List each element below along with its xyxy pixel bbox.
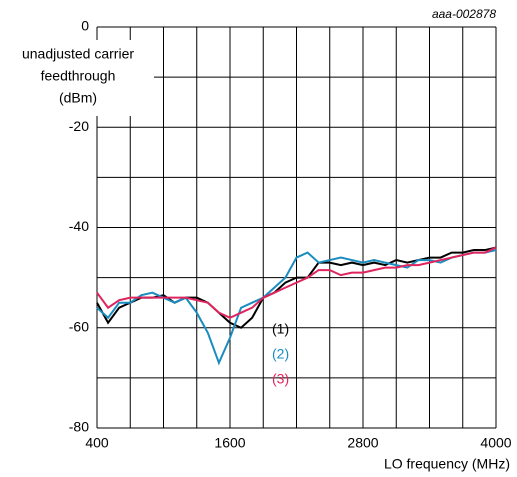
y-label-box [2,40,154,116]
x-tick-label: 400 [85,435,109,451]
x-tick-label: 2800 [347,435,378,451]
y-tick-label: -20 [69,118,89,134]
y-tick-label: -80 [69,419,89,435]
series-line [96,246,497,329]
legend-label: (1) [272,321,289,337]
y-axis-label: (dBm) [59,90,97,106]
annotation: aaa-002878 [432,7,496,21]
x-tick-label: 4000 [480,435,511,451]
y-axis-label: feedthrough [41,68,116,84]
x-axis-label: LO frequency (MHz) [384,456,510,472]
y-tick-label: -60 [69,318,89,334]
legend-label: (2) [272,346,289,362]
y-tick-label: -40 [69,218,89,234]
series-line [96,246,497,319]
legend-label: (3) [272,371,289,387]
x-tick-label: 1600 [214,435,245,451]
y-tick-label: 0 [81,18,89,34]
y-axis-label: unadjusted carrier [22,46,134,62]
